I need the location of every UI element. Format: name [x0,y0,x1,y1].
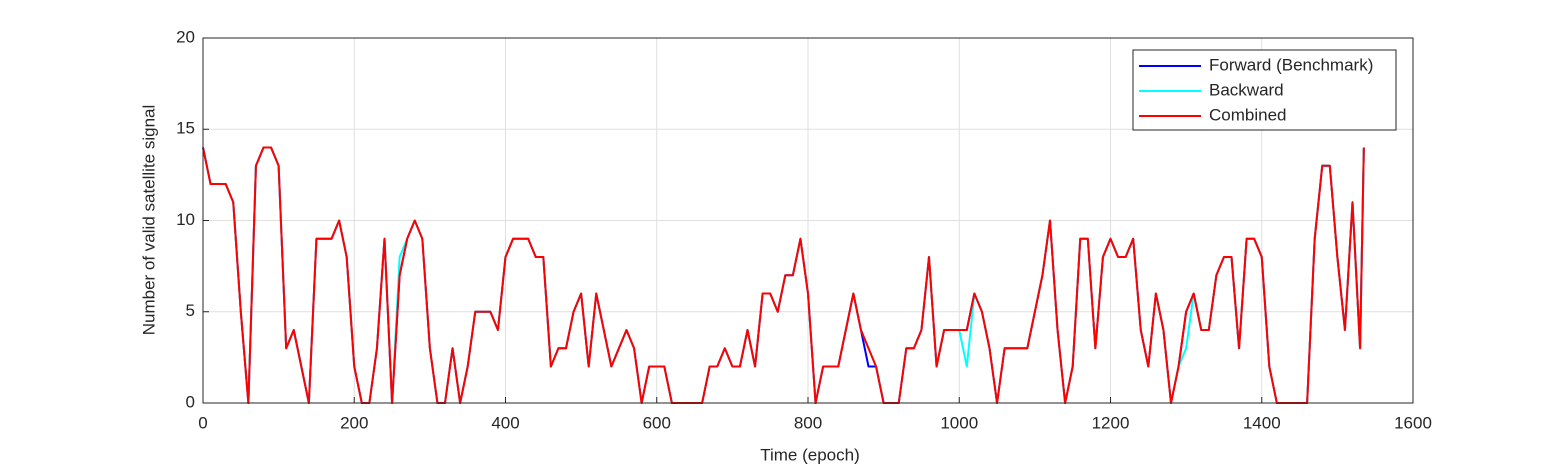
x-tick-label: 400 [491,413,519,432]
x-tick-label: 800 [794,413,822,432]
x-tick-label: 1600 [1394,413,1432,432]
x-axis-label: Time (epoch) [760,445,860,464]
x-tick-label: 1000 [940,413,978,432]
y-axis-label: Number of valid satellite signal [139,105,158,336]
x-tick-label: 1400 [1243,413,1281,432]
legend-label: Backward [1209,80,1284,99]
y-tick-label: 5 [186,301,195,320]
legend: Forward (Benchmark) Backward Combined [1132,49,1397,131]
legend-label: Combined [1209,105,1287,124]
y-tick-label: 20 [176,27,195,46]
plot-frame [202,37,1414,404]
x-tick-label: 200 [340,413,368,432]
y-tick-label: 10 [176,210,195,229]
legend-label: Forward (Benchmark) [1209,55,1373,74]
x-tick-label: 600 [643,413,671,432]
x-tick-label: 0 [198,413,207,432]
x-tick-label: 1200 [1092,413,1130,432]
y-tick-label: 15 [176,119,195,138]
series-line [202,146,1365,404]
y-tick-label: 0 [186,392,195,411]
